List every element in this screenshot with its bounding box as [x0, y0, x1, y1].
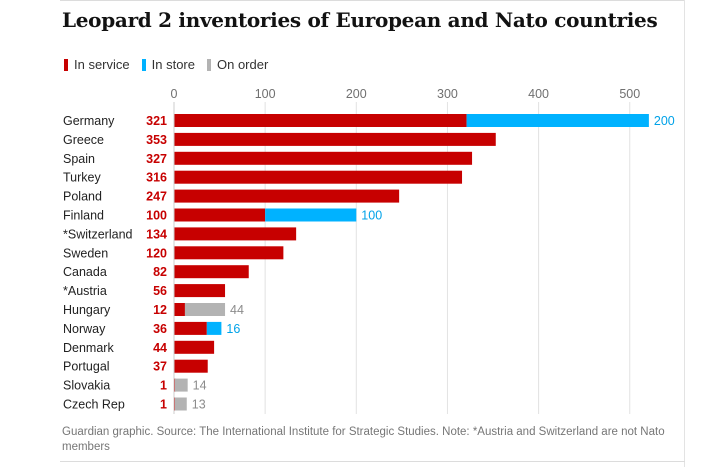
category-label-denmark: Denmark [63, 341, 114, 355]
legend-label-in-service: In service [74, 57, 130, 72]
bar-on-order-czech-rep [174, 397, 187, 411]
legend-label-in-store: In store [151, 57, 195, 72]
bar-in-service-spain [174, 151, 473, 165]
bar-chart: 0 100 200 300 400 500 Germany 321 200 Greece 353 Sp… [63, 87, 675, 414]
category-label-greece: Greece [63, 133, 104, 147]
top-divider [60, 0, 685, 1]
value-label-in-service-canada: 82 [153, 265, 167, 279]
bar-in-service-hungary [174, 303, 185, 316]
value-label-in-store-finland: 100 [361, 209, 382, 223]
bar-in-service-norway [174, 321, 207, 335]
chart-title: Leopard 2 inventories of European and Na… [62, 8, 658, 32]
category-label-turkey: Turkey [63, 171, 101, 185]
category-label-hungary: Hungary [63, 303, 111, 317]
value-label-in-service-czech-rep: 1 [160, 398, 167, 412]
bar-in-service-greece [174, 132, 496, 146]
category-label-slovakia: Slovakia [63, 379, 110, 393]
legend-in-service: In service [64, 57, 130, 72]
bar-in-service-czech-rep [174, 397, 176, 411]
category-label-czech-rep: Czech Rep [63, 398, 125, 412]
x-tick-label-500: 500 [619, 87, 640, 101]
value-label-in-service-slovakia: 1 [160, 379, 167, 393]
value-label-in-service-germany: 321 [146, 114, 167, 128]
category-label-canada: Canada [63, 265, 107, 279]
value-label-in-store-norway: 16 [226, 322, 240, 336]
bar-in-service-canada [174, 265, 249, 279]
value-label-in-service-greece: 353 [146, 133, 167, 147]
source-note: Guardian graphic. Source: The Internatio… [62, 426, 665, 453]
bar-in-service-poland [174, 189, 400, 203]
right-divider [684, 0, 685, 467]
value-label-in-service-norway: 36 [153, 322, 167, 336]
category-label-portugal: Portugal [63, 360, 110, 374]
legend-swatch-in-service [64, 58, 68, 71]
legend: In service In store On order [64, 57, 280, 72]
bar-in-service-turkey [174, 170, 463, 184]
bar-in-store-finland [265, 208, 357, 222]
value-label-in-service-switzerland: 134 [146, 227, 167, 241]
legend-swatch-in-store [141, 58, 146, 71]
bar-in-store-norway [206, 321, 222, 335]
bar-on-order-hungary [184, 303, 226, 316]
value-label-in-service-finland: 100 [146, 209, 167, 223]
bar-on-order-slovakia [174, 378, 188, 392]
value-label-in-service-portugal: 37 [153, 360, 167, 374]
value-label-in-service-hungary: 12 [153, 303, 167, 317]
value-label-on-order-hungary: 44 [230, 303, 244, 317]
x-tick-label-0: 0 [171, 87, 178, 101]
value-label-in-service-austria: 56 [153, 284, 167, 298]
bar-in-store-germany [466, 114, 649, 127]
value-label-in-service-sweden: 120 [146, 246, 167, 260]
bar-in-service-denmark [174, 340, 215, 354]
legend-on-order: On order [207, 57, 268, 72]
category-label-switzerland: *Switzerland [63, 227, 133, 241]
legend-swatch-on-order [207, 58, 211, 71]
bar-in-service-austria [174, 284, 226, 298]
bar-in-service-finland [174, 208, 266, 222]
value-label-in-service-spain: 327 [146, 152, 167, 166]
x-tick-label-300: 300 [437, 87, 458, 101]
category-label-austria: *Austria [63, 284, 107, 298]
category-label-germany: Germany [63, 114, 115, 128]
x-tick-label-200: 200 [346, 87, 367, 101]
bar-in-service-portugal [174, 359, 208, 373]
value-label-on-order-slovakia: 14 [193, 379, 207, 393]
category-label-sweden: Sweden [63, 246, 108, 260]
value-label-in-service-poland: 247 [146, 190, 167, 204]
bar-in-service-sweden [174, 246, 284, 260]
category-label-poland: Poland [63, 190, 102, 204]
bar-in-service-germany [174, 114, 467, 127]
legend-in-store: In store [141, 57, 195, 72]
category-label-norway: Norway [63, 322, 106, 336]
category-label-spain: Spain [63, 152, 95, 166]
x-tick-label-100: 100 [255, 87, 276, 101]
bar-in-service-slovakia [174, 378, 176, 392]
value-label-in-store-germany: 200 [654, 114, 675, 128]
category-label-finland: Finland [63, 209, 104, 223]
value-label-in-service-turkey: 316 [146, 171, 167, 185]
value-label-in-service-denmark: 44 [153, 341, 167, 355]
x-tick-label-400: 400 [528, 87, 549, 101]
bar-in-service-switzerland [174, 227, 297, 241]
value-label-on-order-czech-rep: 13 [192, 398, 206, 412]
legend-label-on-order: On order [217, 57, 269, 72]
bottom-divider [60, 461, 685, 462]
